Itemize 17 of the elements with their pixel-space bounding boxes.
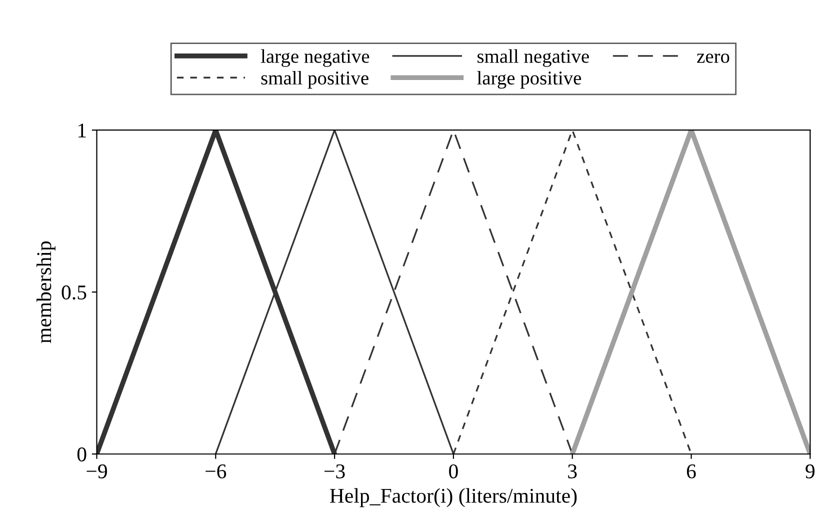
- y-tick-label: 0.5: [62, 285, 86, 300]
- x-tick-label: −3: [324, 464, 345, 478]
- x-tick-label: 6: [686, 464, 696, 478]
- x-tick-label: 0: [449, 464, 458, 478]
- y-axis-title: membership: [36, 241, 56, 344]
- x-tick-label: −6: [206, 464, 226, 478]
- legend-label: large positive: [477, 70, 582, 89]
- legend-label: zero: [697, 54, 730, 63]
- x-tick-label: −9: [86, 464, 107, 478]
- x-tick-label: 3: [568, 464, 577, 478]
- y-tick-label: 0: [77, 447, 86, 462]
- legend-label: small negative: [478, 49, 589, 67]
- legend-label: small positive: [261, 70, 368, 89]
- legend-label: large negative: [260, 49, 370, 67]
- x-tick-label: 9: [806, 464, 815, 478]
- y-tick-label: 1: [78, 124, 86, 138]
- x-axis-title: Help_Factor(i) (liters/minute): [330, 488, 577, 508]
